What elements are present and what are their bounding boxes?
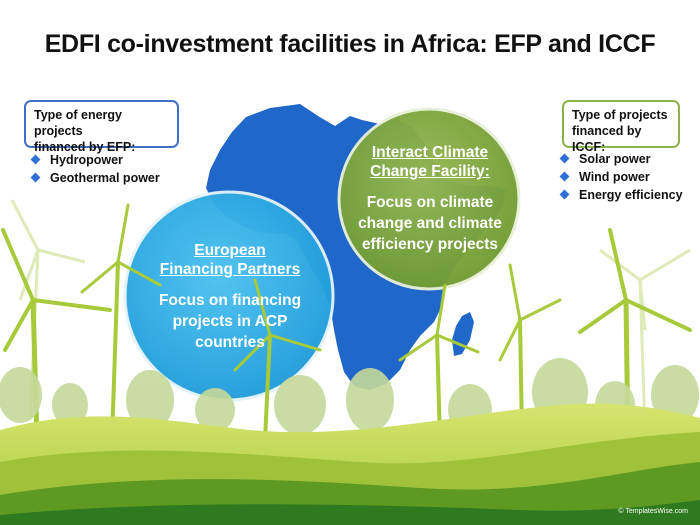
efp-focus-line1: Focus on financing — [158, 292, 302, 309]
list-item-label: Energy efficiency — [579, 188, 683, 202]
efp-focus-line2: projects in ACP — [172, 313, 288, 330]
list-item: Hydropower — [28, 151, 160, 169]
copyright-footer: © TemplatesWise.com — [618, 508, 688, 515]
trees — [0, 358, 699, 436]
efp-focus-text: Focus on financing projects in ACP count… — [150, 290, 310, 353]
diamond-bullet-icon — [559, 153, 570, 164]
iccf-circle — [337, 107, 521, 291]
iccf-project-types-box: Type of projects financed by ICCF: — [562, 100, 680, 154]
diamond-bullet-icon — [30, 172, 41, 183]
iccf-circle-text: Interact Climate Change Facility: Focus … — [345, 143, 515, 255]
list-item-label: Geothermal power — [50, 171, 160, 185]
list-item-label: Solar power — [579, 152, 651, 166]
efp-box-heading-line2: financed by EFP: — [34, 140, 136, 154]
efp-circle-text: European Financing Partners Focus on fin… — [150, 241, 310, 353]
iccf-project-list: Solar power Wind power Energy efficiency — [557, 150, 683, 204]
list-item-label: Wind power — [579, 170, 650, 184]
list-item: Geothermal power — [28, 169, 160, 187]
iccf-focus-line2: change and climate — [358, 215, 502, 232]
efp-project-types-box: Type of energy projects financed by EFP: — [24, 100, 179, 154]
wind-turbines — [1, 203, 692, 448]
efp-name-line1: European — [194, 242, 266, 259]
diamond-bullet-icon — [559, 171, 570, 182]
iccf-box-heading-line1: Type of projects — [572, 108, 668, 122]
iccf-focus-text: Focus on climate change and climate effi… — [345, 192, 515, 255]
iccf-focus-line1: Focus on climate — [366, 194, 494, 211]
list-item-label: Hydropower — [50, 153, 123, 167]
efp-name-line2: Financing Partners — [159, 261, 301, 278]
list-item: Wind power — [557, 168, 683, 186]
diamond-bullet-icon — [30, 154, 41, 165]
efp-project-list: Hydropower Geothermal power — [28, 151, 160, 187]
list-item: Energy efficiency — [557, 186, 683, 204]
iccf-box-heading-line2: financed by ICCF: — [572, 124, 642, 154]
iccf-focus-line3: efficiency projects — [361, 236, 499, 253]
efp-focus-line3: countries — [195, 334, 265, 351]
iccf-name-line1: Interact Climate — [371, 144, 489, 161]
efp-box-heading-line1: Type of energy projects — [34, 108, 122, 138]
list-item: Solar power — [557, 150, 683, 168]
iccf-name-line2: Change Facility: — [370, 163, 490, 180]
hills-highlight — [0, 500, 700, 525]
diamond-bullet-icon — [559, 189, 570, 200]
slide-title: EDFI co-investment facilities in Africa:… — [44, 30, 656, 58]
